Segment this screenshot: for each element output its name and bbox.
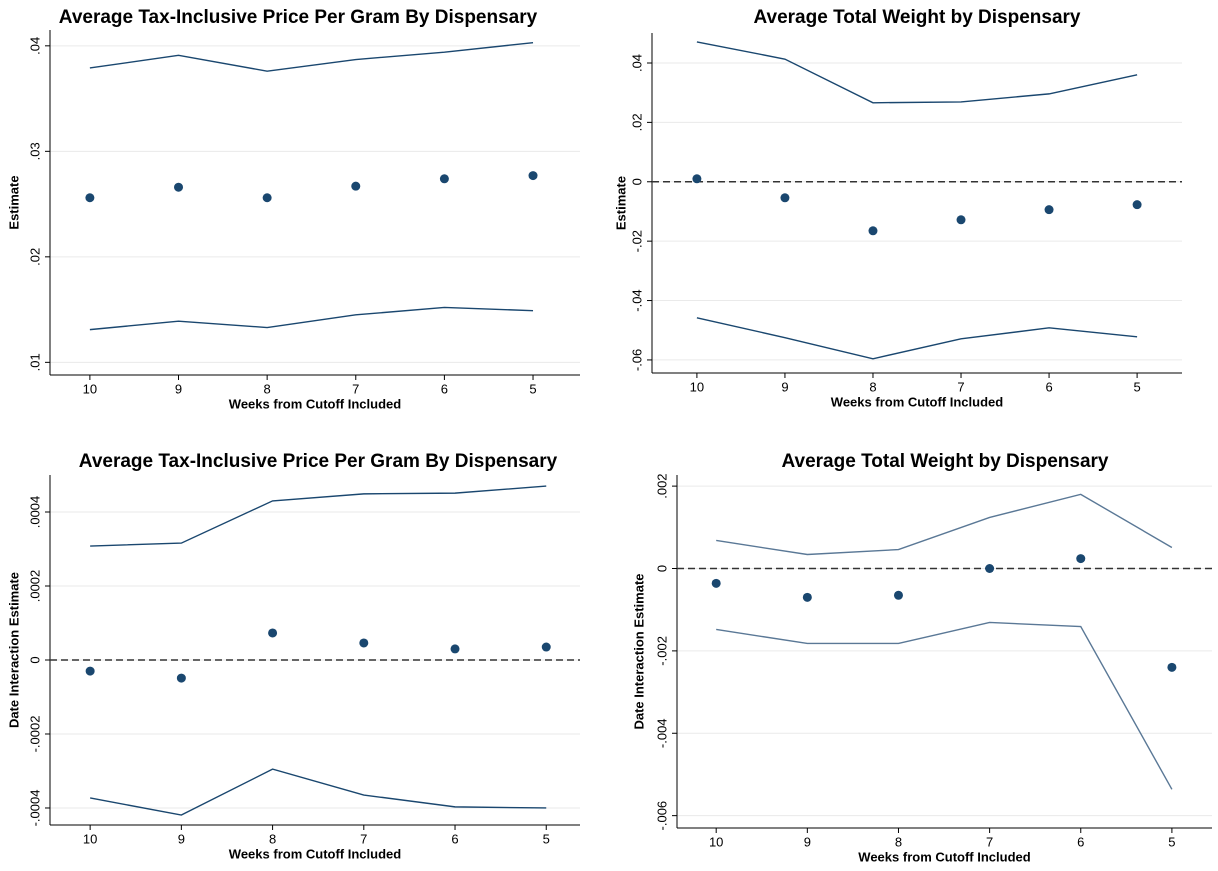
panel: Average Tax-Inclusive Price Per Gram By … bbox=[6, 451, 580, 861]
x-tick-label: 8 bbox=[269, 831, 276, 846]
panel: Average Total Weight by Dispensary -.06 -.… bbox=[613, 7, 1182, 409]
x-tick-label: 9 bbox=[781, 379, 788, 394]
y-tick-label: -.006 bbox=[654, 801, 669, 831]
x-tick-label: 6 bbox=[1045, 379, 1052, 394]
x-axis-label: Weeks from Cutoff Included bbox=[229, 396, 401, 411]
x-tick-label: 10 bbox=[83, 831, 97, 846]
y-tick-label: 0 bbox=[27, 656, 42, 663]
x-tick-label: 7 bbox=[352, 381, 359, 396]
point bbox=[359, 638, 369, 648]
x-tick-label: 5 bbox=[1133, 379, 1140, 394]
y-axis-label: Date Interaction Estimate bbox=[631, 573, 646, 729]
x-tick-label: 9 bbox=[175, 381, 182, 396]
y-tick-label: -.0004 bbox=[27, 790, 42, 827]
y-tick-label: -.0002 bbox=[27, 716, 42, 753]
y-axis-label: Estimate bbox=[613, 176, 628, 230]
x-axis-label: Weeks from Cutoff Included bbox=[858, 849, 1030, 864]
y-tick-label: .0002 bbox=[27, 570, 42, 603]
point bbox=[893, 590, 903, 600]
y-tick-label: .02 bbox=[629, 113, 644, 131]
x-tick-label: 6 bbox=[1077, 834, 1084, 849]
ci-line bbox=[90, 485, 547, 547]
point bbox=[85, 666, 95, 676]
ci-line bbox=[90, 768, 547, 816]
point bbox=[868, 226, 878, 236]
point bbox=[1167, 662, 1177, 672]
x-tick-label: 7 bbox=[986, 834, 993, 849]
point bbox=[780, 193, 790, 203]
ci-line bbox=[716, 621, 1173, 790]
point bbox=[956, 215, 966, 225]
ci-line bbox=[89, 41, 534, 72]
x-tick-label: 5 bbox=[1168, 834, 1175, 849]
y-tick-label: -.002 bbox=[654, 636, 669, 666]
x-tick-label: 9 bbox=[804, 834, 811, 849]
y-tick-label: 0 bbox=[629, 178, 644, 185]
y-tick-label: -.02 bbox=[629, 230, 644, 252]
y-axis-label: Date Interaction Estimate bbox=[6, 572, 21, 728]
point bbox=[351, 181, 361, 191]
point bbox=[985, 564, 995, 574]
chart-title: Average Total Weight by Dispensary bbox=[782, 451, 1109, 472]
x-tick-label: 6 bbox=[451, 831, 458, 846]
x-tick-label: 10 bbox=[709, 834, 723, 849]
point bbox=[1132, 200, 1142, 210]
y-tick-label: 0 bbox=[654, 565, 669, 572]
x-tick-label: 10 bbox=[83, 381, 97, 396]
y-tick-label: .02 bbox=[27, 248, 42, 266]
point bbox=[85, 193, 95, 203]
point bbox=[692, 174, 702, 184]
ci-line bbox=[696, 317, 1138, 360]
y-tick-label: .0004 bbox=[27, 496, 42, 529]
y-tick-label: .04 bbox=[629, 54, 644, 72]
chart-title: Average Total Weight by Dispensary bbox=[754, 7, 1081, 28]
ci-line bbox=[716, 493, 1173, 556]
point bbox=[174, 182, 184, 192]
point bbox=[268, 628, 278, 638]
ci-line bbox=[89, 306, 534, 331]
y-tick-label: .002 bbox=[654, 473, 669, 498]
x-tick-label: 8 bbox=[264, 381, 271, 396]
x-tick-label: 8 bbox=[869, 379, 876, 394]
x-axis-label: Weeks from Cutoff Included bbox=[831, 394, 1003, 409]
point bbox=[711, 578, 721, 588]
x-tick-label: 10 bbox=[690, 379, 704, 394]
y-tick-label: .01 bbox=[27, 353, 42, 371]
y-axis-label: Estimate bbox=[6, 175, 21, 229]
x-tick-label: 5 bbox=[543, 831, 550, 846]
x-tick-label: 7 bbox=[360, 831, 367, 846]
y-tick-label: .04 bbox=[27, 37, 42, 55]
y-tick-label: -.04 bbox=[629, 289, 644, 311]
panel: Average Total Weight by Dispensary -.006 -… bbox=[631, 451, 1212, 864]
y-tick-label: -.004 bbox=[654, 718, 669, 748]
panel: Average Tax-Inclusive Price Per Gram By … bbox=[6, 7, 580, 411]
point bbox=[450, 644, 460, 654]
point bbox=[1044, 205, 1054, 215]
point bbox=[176, 673, 186, 683]
x-tick-label: 6 bbox=[441, 381, 448, 396]
point bbox=[1076, 554, 1086, 564]
x-tick-label: 8 bbox=[895, 834, 902, 849]
point bbox=[528, 171, 538, 181]
y-tick-label: .03 bbox=[27, 142, 42, 160]
ci-line bbox=[696, 41, 1138, 104]
point bbox=[439, 174, 449, 184]
point bbox=[541, 642, 551, 652]
x-tick-label: 9 bbox=[178, 831, 185, 846]
y-tick-label: -.06 bbox=[629, 349, 644, 371]
x-tick-label: 7 bbox=[957, 379, 964, 394]
x-tick-label: 5 bbox=[529, 381, 536, 396]
chart-title: Average Tax-Inclusive Price Per Gram By … bbox=[59, 7, 538, 28]
chart-title: Average Tax-Inclusive Price Per Gram By … bbox=[79, 451, 558, 472]
x-axis-label: Weeks from Cutoff Included bbox=[229, 846, 401, 861]
point bbox=[262, 193, 272, 203]
point bbox=[802, 592, 812, 602]
